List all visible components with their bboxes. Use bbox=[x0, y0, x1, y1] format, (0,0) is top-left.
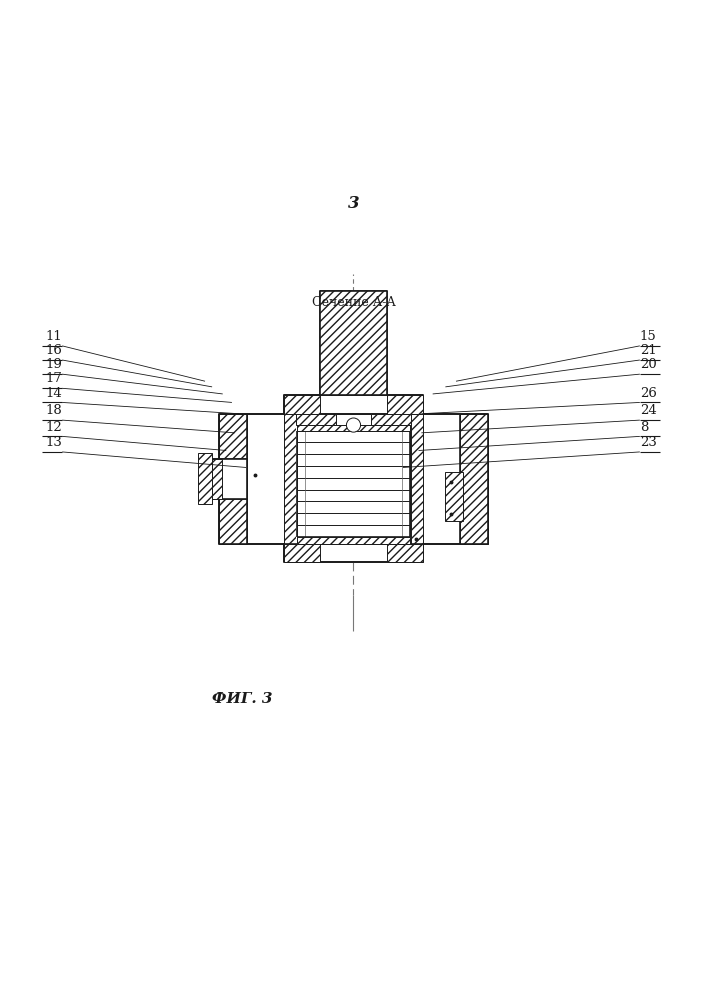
Text: 11: 11 bbox=[45, 330, 62, 343]
Polygon shape bbox=[460, 414, 488, 544]
Text: 24: 24 bbox=[640, 404, 657, 417]
Polygon shape bbox=[387, 544, 423, 562]
Text: 26: 26 bbox=[640, 387, 657, 400]
Polygon shape bbox=[198, 453, 212, 504]
Text: 13: 13 bbox=[45, 436, 62, 449]
Polygon shape bbox=[219, 414, 247, 544]
Text: 23: 23 bbox=[640, 436, 657, 449]
Text: 16: 16 bbox=[45, 344, 62, 357]
Polygon shape bbox=[284, 395, 320, 414]
Text: 18: 18 bbox=[45, 404, 62, 417]
Polygon shape bbox=[336, 414, 371, 425]
Text: 19: 19 bbox=[45, 358, 62, 371]
Polygon shape bbox=[411, 414, 423, 544]
Text: ФИГ. 3: ФИГ. 3 bbox=[212, 692, 273, 706]
Polygon shape bbox=[284, 544, 423, 562]
Text: 14: 14 bbox=[45, 387, 62, 400]
Text: 15: 15 bbox=[640, 330, 657, 343]
Polygon shape bbox=[297, 425, 410, 431]
Polygon shape bbox=[284, 395, 423, 414]
Text: 3: 3 bbox=[348, 195, 359, 212]
Polygon shape bbox=[212, 459, 222, 499]
Text: 17: 17 bbox=[45, 372, 62, 385]
Text: 20: 20 bbox=[640, 358, 657, 371]
Circle shape bbox=[346, 418, 361, 432]
Text: 21: 21 bbox=[640, 344, 657, 357]
Polygon shape bbox=[387, 395, 423, 414]
Polygon shape bbox=[284, 544, 320, 562]
Polygon shape bbox=[297, 537, 410, 544]
Polygon shape bbox=[296, 414, 411, 425]
Polygon shape bbox=[445, 472, 463, 521]
Polygon shape bbox=[320, 291, 387, 395]
Polygon shape bbox=[219, 414, 488, 544]
Text: 12: 12 bbox=[45, 421, 62, 434]
Polygon shape bbox=[284, 414, 296, 544]
Polygon shape bbox=[201, 459, 247, 499]
Polygon shape bbox=[296, 414, 411, 544]
Text: 8: 8 bbox=[640, 421, 648, 434]
Text: Сечение А-А: Сечение А-А bbox=[312, 296, 395, 309]
